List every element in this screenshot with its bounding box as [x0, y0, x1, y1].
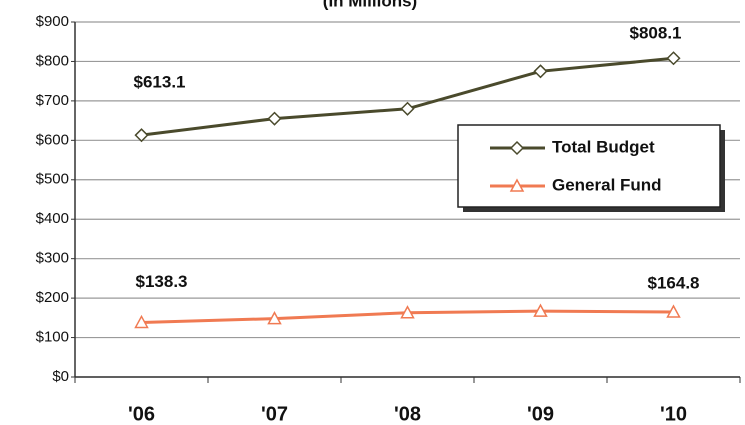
legend-label: Total Budget [552, 137, 655, 156]
data-point [666, 51, 681, 66]
y-tick-label: $300 [36, 250, 69, 267]
data-point [400, 305, 415, 319]
data-label: $138.3 [136, 272, 188, 291]
data-label: $164.8 [648, 273, 700, 292]
data-point [267, 111, 282, 126]
y-tick-label: $100 [36, 329, 69, 346]
data-point [666, 304, 681, 318]
x-tick-label: '08 [394, 403, 421, 425]
y-tick-label: $400 [36, 210, 69, 227]
data-label: $613.1 [134, 73, 186, 92]
y-tick-label: $500 [36, 171, 69, 188]
x-tick-label: '07 [261, 403, 288, 425]
x-tick-label: '09 [527, 403, 554, 425]
data-point [134, 314, 149, 329]
y-tick-label: $0 [52, 368, 69, 385]
x-tick-label: '06 [128, 403, 155, 425]
legend-label: General Fund [552, 175, 662, 194]
y-tick-label: $700 [36, 92, 69, 109]
data-label: $808.1 [630, 24, 682, 43]
data-point [134, 128, 149, 143]
chart-title: (In Millions) [323, 0, 417, 10]
series-line [141, 56, 674, 137]
data-point [400, 101, 415, 116]
y-tick-label: $200 [36, 289, 69, 306]
y-tick-label: $800 [36, 52, 69, 69]
y-tick-label: $600 [36, 131, 69, 148]
data-point [267, 311, 282, 325]
data-point [533, 303, 548, 317]
data-point [533, 64, 548, 79]
x-tick-label: '10 [660, 403, 687, 425]
legend-marker [509, 140, 525, 156]
legend [457, 124, 721, 208]
legend-marker [509, 178, 525, 192]
y-tick-label: $900 [36, 13, 69, 30]
